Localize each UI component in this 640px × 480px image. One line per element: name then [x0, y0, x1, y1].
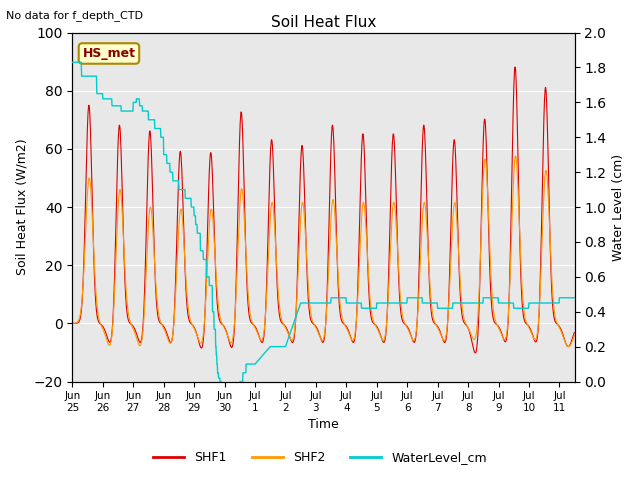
Text: No data for f_depth_CTD: No data for f_depth_CTD [6, 10, 143, 21]
Text: HS_met: HS_met [83, 47, 136, 60]
Y-axis label: Soil Heat Flux (W/m2): Soil Heat Flux (W/m2) [15, 139, 28, 276]
Y-axis label: Water Level (cm): Water Level (cm) [612, 154, 625, 261]
Legend: SHF1, SHF2, WaterLevel_cm: SHF1, SHF2, WaterLevel_cm [148, 446, 492, 469]
X-axis label: Time: Time [308, 419, 339, 432]
Title: Soil Heat Flux: Soil Heat Flux [271, 15, 376, 30]
